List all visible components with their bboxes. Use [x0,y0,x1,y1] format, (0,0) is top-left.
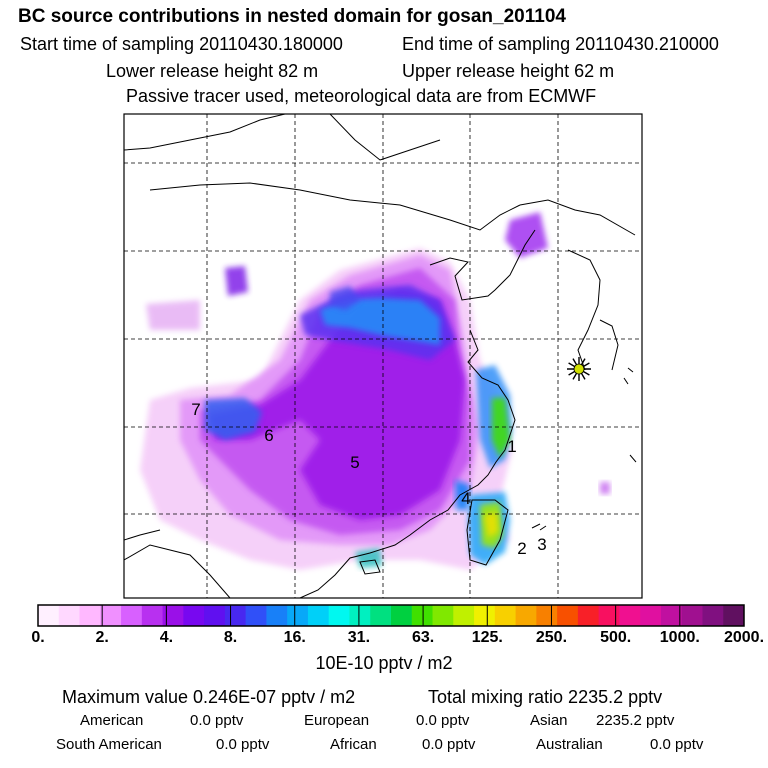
plume-patch [484,512,498,538]
african-value: 0.0 pptv [422,736,476,753]
region-label-2: 2 [517,539,526,558]
coastline [623,367,637,463]
coastlines [124,114,637,598]
plume-patch [205,398,262,440]
coastline [149,182,521,231]
european-label: European [304,712,370,729]
south-american-value: 0.0 pptv [216,736,270,753]
region-label-7: 7 [191,400,200,419]
region-label-5: 5 [350,453,359,472]
coastline [359,559,381,575]
asian-value: 2235.2 pptv [596,712,675,729]
coastline [329,114,441,161]
african-label: African [330,736,377,753]
coastline [429,229,536,301]
total-mixing-ratio: Total mixing ratio 2235.2 pptv [428,687,663,707]
coastline [124,529,161,541]
european-value: 0.0 pptv [416,712,470,729]
coastline [466,499,509,566]
plume-patch [492,398,510,458]
coastline [519,199,636,236]
region-label-3: 3 [537,535,546,554]
american-label: American [80,712,144,729]
plume-patch [600,482,610,494]
south-american-label: South American [56,736,162,753]
coastline [599,319,619,371]
plume-patch [330,286,360,310]
plume-patch [225,266,248,296]
american-value: 0.0 pptv [190,712,244,729]
coastline [531,523,547,531]
receptor-star-icon [567,357,591,381]
map-frame [123,113,643,599]
plume-patch [355,548,382,568]
region-label-6: 6 [264,426,273,445]
coastline [299,329,516,598]
coastline [124,544,231,598]
australian-value: 0.0 pptv [650,736,704,753]
coastline [124,114,286,151]
lower-release-height: Lower release height 82 m [106,61,319,81]
chart-title: BC source contributions in nested domain… [18,6,566,27]
star-center [573,363,585,375]
lat-lon-grid [124,114,642,598]
upper-release-height: Upper release height 62 m [402,61,615,81]
maximum-value: Maximum value 0.246E-07 pptv / m2 [62,687,356,707]
end-time: End time of sampling 20110430.210000 [402,34,719,54]
plume-patch [146,300,200,330]
region-label-1: 1 [507,437,516,456]
plume-patch [455,480,470,510]
start-time: Start time of sampling 20110430.180000 [20,34,343,54]
plume-patch [320,298,440,345]
plume-patch [505,212,548,258]
tracer-note: Passive tracer used, meteorological data… [126,86,597,106]
australian-label: Australian [536,736,603,753]
region-label-4: 4 [461,489,470,508]
plume-layer [140,212,610,570]
asian-label: Asian [530,712,568,729]
coastline [567,249,601,371]
colorbar-unit: 10E-10 pptv / m2 [315,653,453,673]
